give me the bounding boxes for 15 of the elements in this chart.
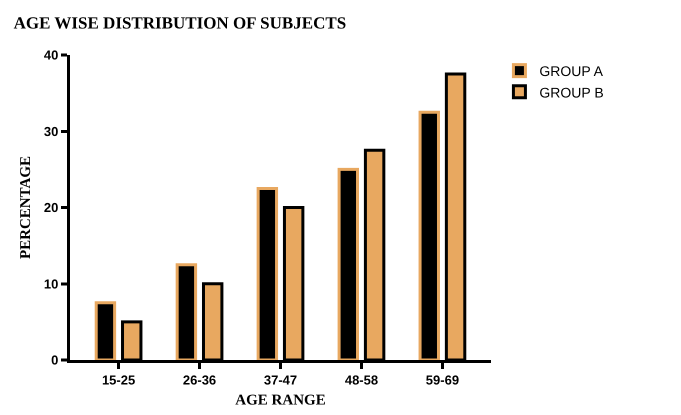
x-tick-label: 59-69 [426,372,460,388]
x-tick-label: 48-58 [344,372,378,388]
x-tick-label: 26-36 [182,372,216,388]
legend-label: GROUP B [539,84,604,100]
chart-title: AGE WISE DISTRIBUTION OF SUBJECTS [14,14,346,32]
legend-label: GROUP A [539,63,604,80]
x-tick-label: 15-25 [102,372,136,388]
y-tick-label: 30 [44,124,58,139]
x-axis-title: AGE RANGE [235,392,326,409]
y-tick-label: 40 [44,48,58,63]
y-tick-label: 10 [44,276,58,292]
y-axis-title: PERCENTAGE [18,156,34,260]
y-tick-label: 20 [44,200,58,216]
y-tick-label: 0 [51,352,58,368]
x-tick-label: 37-47 [264,372,298,388]
